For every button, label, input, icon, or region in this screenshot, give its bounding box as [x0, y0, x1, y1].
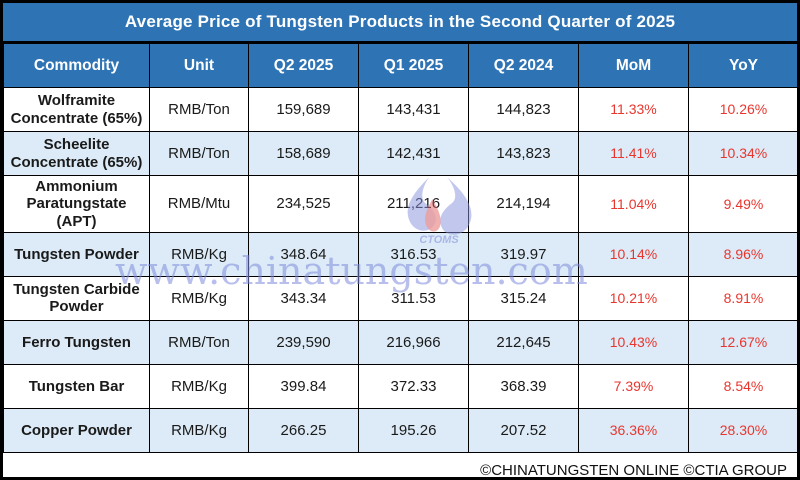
table-row: Tungsten Carbide Powder RMB/Kg 343.34 31… [3, 275, 797, 321]
cell-q1-2025: 143,431 [358, 87, 469, 132]
cell-unit: RMB/Kg [149, 231, 249, 277]
cell-unit: RMB/Kg [149, 363, 249, 409]
tungsten-price-table: Commodity Unit Q2 2025 Q1 2025 Q2 2024 M… [3, 43, 797, 453]
cell-yoy: 10.26% [688, 87, 797, 132]
cell-q1-2025: 211,216 [358, 175, 469, 233]
cell-yoy: 12.67% [688, 319, 797, 365]
cell-q2-2025: 399.84 [248, 363, 359, 409]
cell-q2-2024: 214,194 [468, 175, 579, 233]
cell-q2-2025: 158,689 [248, 131, 359, 176]
cell-commodity: Tungsten Carbide Powder [3, 275, 150, 321]
cell-q1-2025: 311.53 [358, 275, 469, 321]
cell-mom: 10.43% [578, 319, 689, 365]
cell-q2-2025: 159,689 [248, 87, 359, 132]
cell-q1-2025: 142,431 [358, 131, 469, 176]
cell-q2-2024: 144,823 [468, 87, 579, 132]
cell-mom: 11.41% [578, 131, 689, 176]
cell-q2-2025: 266.25 [248, 407, 359, 453]
cell-mom: 10.14% [578, 231, 689, 277]
cell-q2-2024: 212,645 [468, 319, 579, 365]
cell-q1-2025: 372.33 [358, 363, 469, 409]
cell-yoy: 8.96% [688, 231, 797, 277]
col-header-commodity: Commodity [3, 43, 150, 88]
copyright-text: ©CHINATUNGSTEN ONLINE ©CTIA GROUP [480, 461, 787, 479]
cell-q2-2025: 343.34 [248, 275, 359, 321]
header-row: Commodity Unit Q2 2025 Q1 2025 Q2 2024 M… [3, 43, 797, 88]
cell-q2-2024: 368.39 [468, 363, 579, 409]
cell-q1-2025: 195.26 [358, 407, 469, 453]
table-row: Scheelite Concentrate (65%) RMB/Ton 158,… [3, 131, 797, 176]
table-row: Tungsten Bar RMB/Kg 399.84 372.33 368.39… [3, 363, 797, 409]
cell-yoy: 28.30% [688, 407, 797, 453]
cell-q2-2024: 319.97 [468, 231, 579, 277]
cell-mom: 7.39% [578, 363, 689, 409]
cell-yoy: 9.49% [688, 175, 797, 233]
col-header-mom: MoM [578, 43, 689, 88]
table-row: Ferro Tungsten RMB/Ton 239,590 216,966 2… [3, 319, 797, 365]
cell-mom: 11.33% [578, 87, 689, 132]
col-header-yoy: YoY [688, 43, 797, 88]
cell-q1-2025: 316.53 [358, 231, 469, 277]
cell-unit: RMB/Mtu [149, 175, 249, 233]
cell-q2-2025: 239,590 [248, 319, 359, 365]
col-header-unit: Unit [149, 43, 249, 88]
cell-unit: RMB/Ton [149, 87, 249, 132]
footer: ©CHINATUNGSTEN ONLINE ©CTIA GROUP [3, 453, 797, 479]
cell-commodity: Wolframite Concentrate (65%) [3, 87, 150, 132]
cell-unit: RMB/Kg [149, 275, 249, 321]
table-row: Wolframite Concentrate (65%) RMB/Ton 159… [3, 87, 797, 132]
cell-q2-2025: 234,525 [248, 175, 359, 233]
cell-commodity: Scheelite Concentrate (65%) [3, 131, 150, 176]
cell-mom: 36.36% [578, 407, 689, 453]
cell-unit: RMB/Ton [149, 131, 249, 176]
cell-unit: RMB/Ton [149, 319, 249, 365]
cell-mom: 10.21% [578, 275, 689, 321]
cell-yoy: 10.34% [688, 131, 797, 176]
cell-commodity: Copper Powder [3, 407, 150, 453]
cell-yoy: 8.54% [688, 363, 797, 409]
table-row: Copper Powder RMB/Kg 266.25 195.26 207.5… [3, 407, 797, 453]
cell-q2-2024: 143,823 [468, 131, 579, 176]
table-title: Average Price of Tungsten Products in th… [3, 3, 797, 43]
cell-q2-2024: 207.52 [468, 407, 579, 453]
cell-yoy: 8.91% [688, 275, 797, 321]
cell-q1-2025: 216,966 [358, 319, 469, 365]
cell-commodity: Tungsten Bar [3, 363, 150, 409]
col-header-q2-2024: Q2 2024 [468, 43, 579, 88]
cell-commodity: Tungsten Powder [3, 231, 150, 277]
cell-commodity: Ferro Tungsten [3, 319, 150, 365]
table-row: Ammonium Paratungstate (APT) RMB/Mtu 234… [3, 175, 797, 233]
table-row: Tungsten Powder RMB/Kg 348.64 316.53 319… [3, 231, 797, 277]
cell-unit: RMB/Kg [149, 407, 249, 453]
cell-mom: 11.04% [578, 175, 689, 233]
col-header-q1-2025: Q1 2025 [358, 43, 469, 88]
cell-q2-2025: 348.64 [248, 231, 359, 277]
col-header-q2-2025: Q2 2025 [248, 43, 359, 88]
cell-commodity: Ammonium Paratungstate (APT) [3, 175, 150, 233]
cell-q2-2024: 315.24 [468, 275, 579, 321]
